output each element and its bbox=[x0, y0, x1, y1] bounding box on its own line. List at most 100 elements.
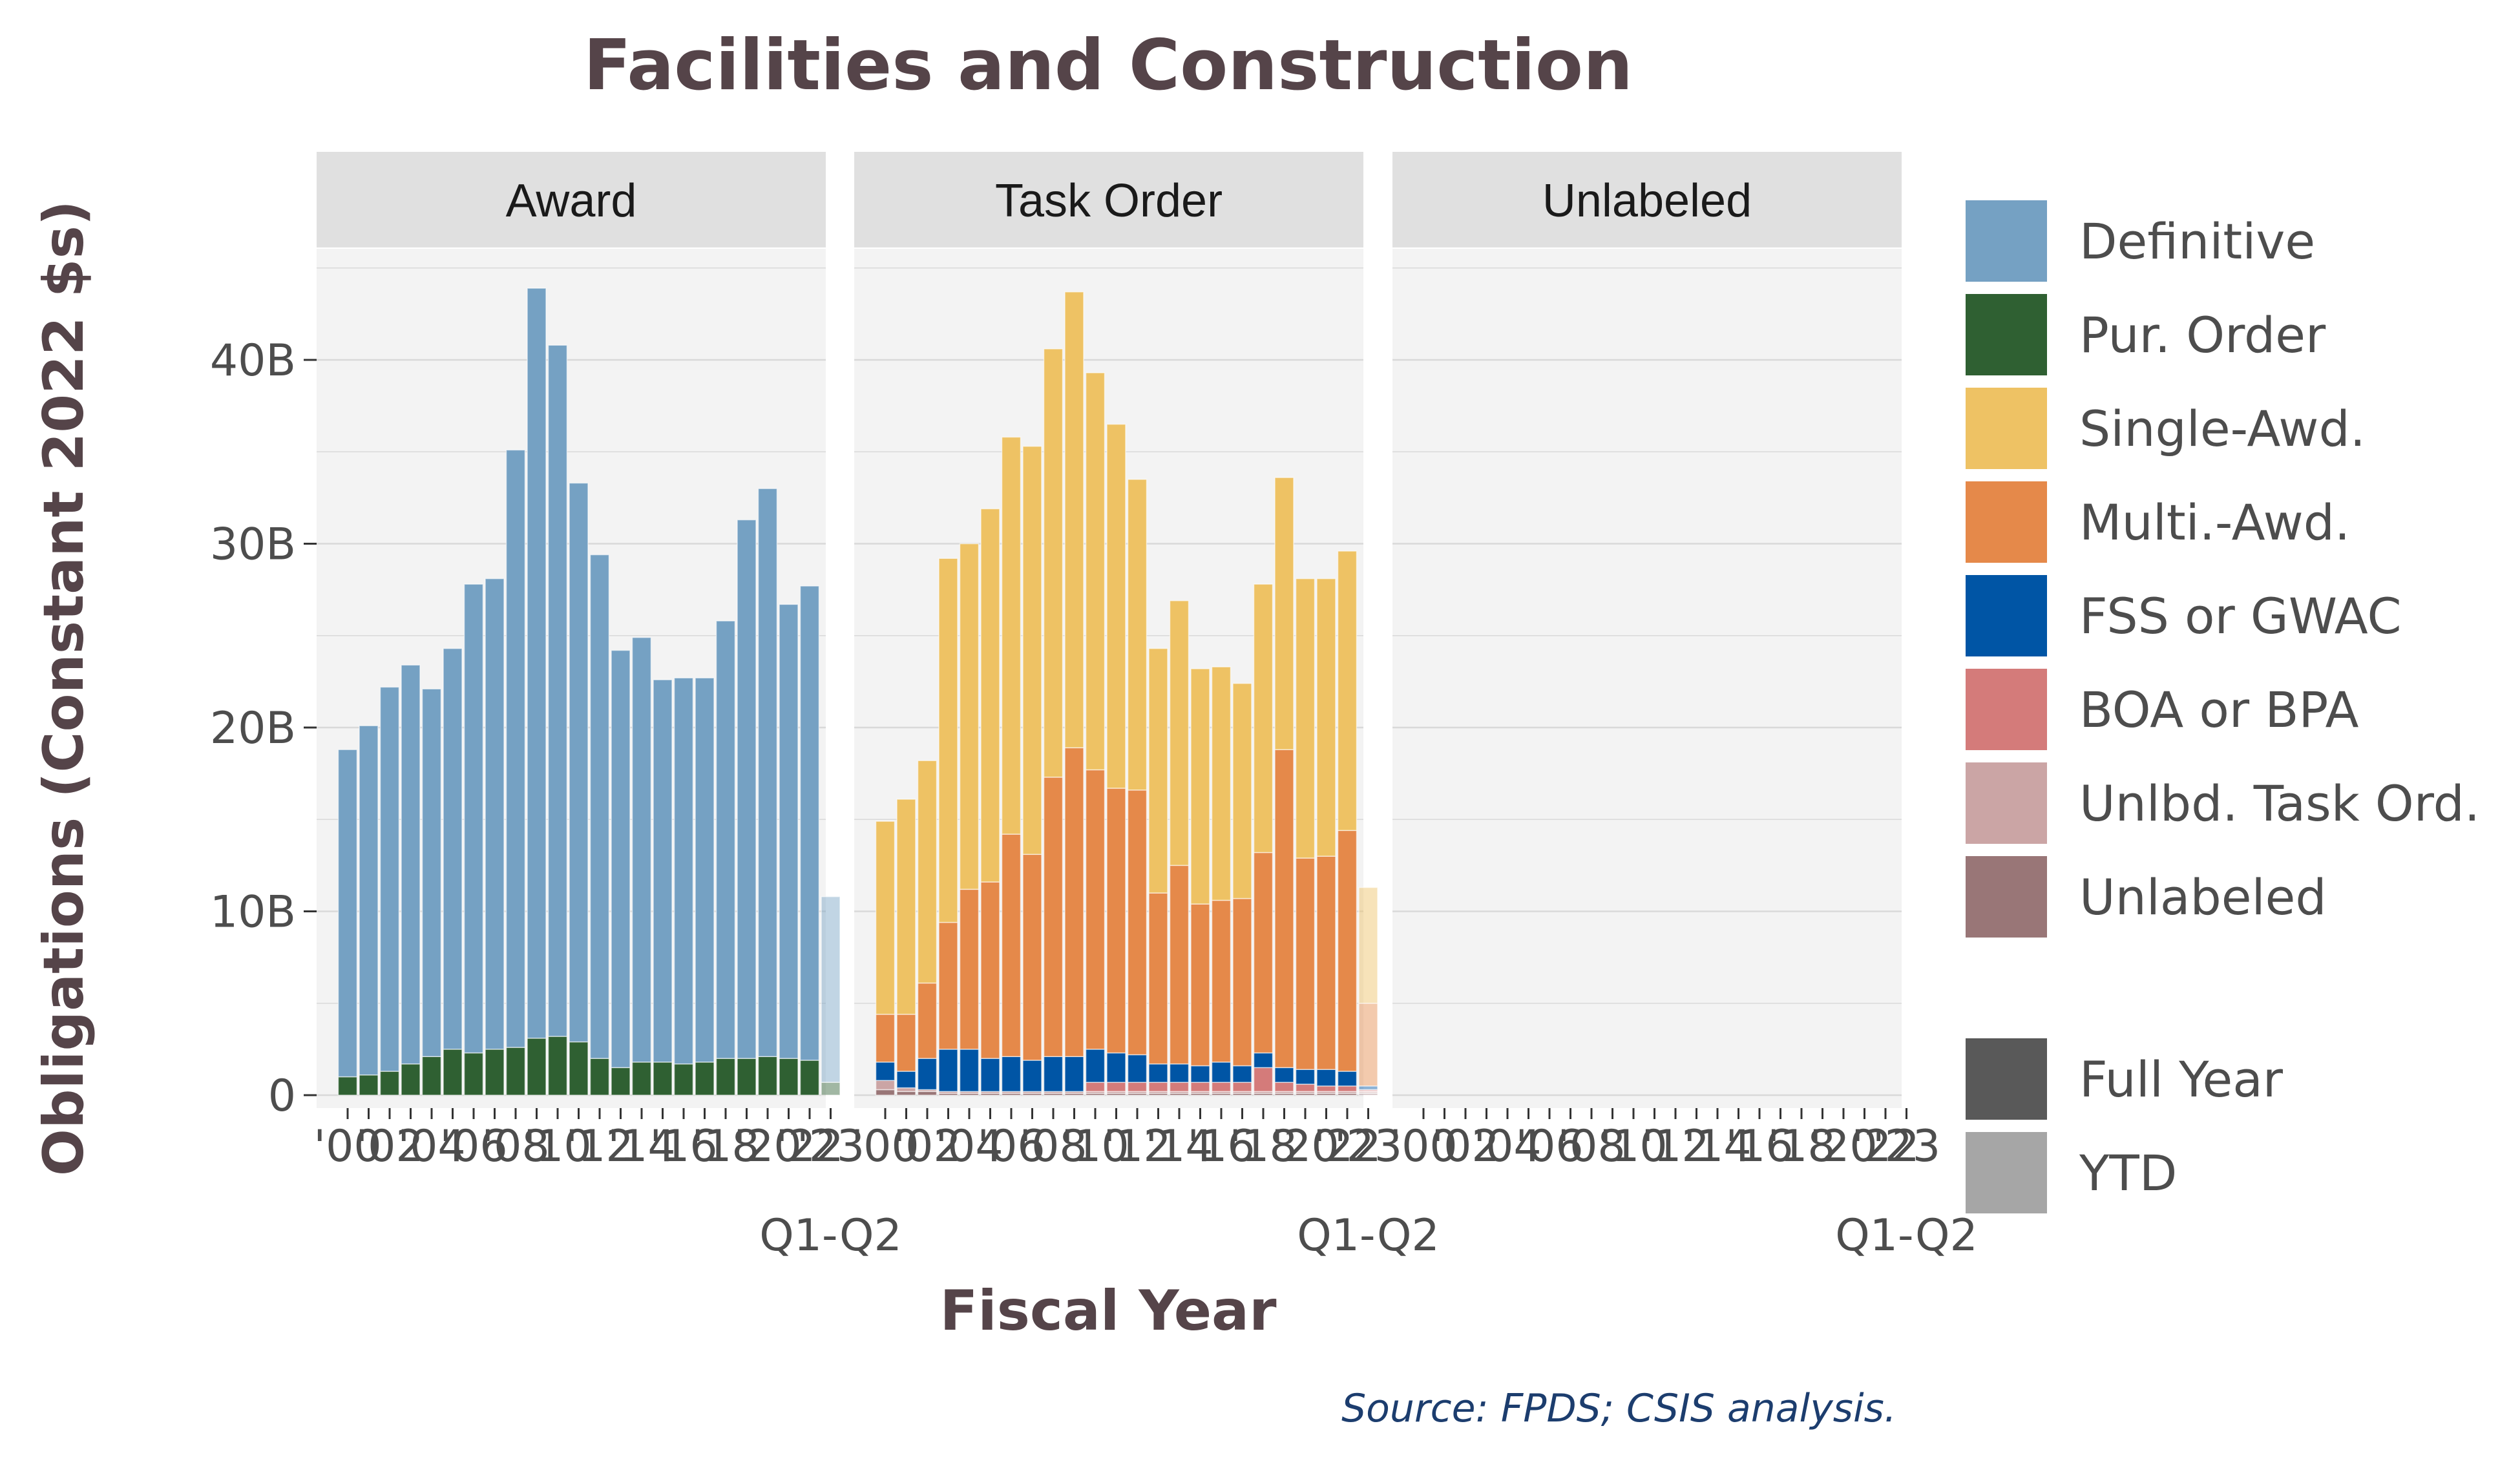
bar-fss-or-gwac-2022 bbox=[1337, 1071, 1358, 1087]
x-tick-label: '04 bbox=[935, 1121, 1003, 1172]
bar-single-awd--2002 bbox=[917, 760, 938, 984]
bar-definitive-2016 bbox=[673, 677, 694, 1065]
bar-pur-order-2018 bbox=[715, 1058, 736, 1096]
bar-pur-order-2017 bbox=[695, 1062, 715, 1096]
bar-multi-awd--2012 bbox=[1127, 789, 1148, 1056]
bar-multi-awd--2008 bbox=[1043, 777, 1064, 1058]
facet-panel-0: Award '00'02'04'06'08'10'12'14'16'18'20'2… bbox=[313, 152, 902, 1261]
bar-multi-awd--2002 bbox=[917, 982, 938, 1059]
bar-fss-or-gwac-2000 bbox=[875, 1062, 896, 1081]
x-tick-label: '08 bbox=[1557, 1121, 1625, 1172]
bar-fss-or-gwac-2005 bbox=[980, 1058, 1000, 1093]
bar-multi-awd--2000 bbox=[875, 1014, 896, 1063]
x-tick-label: '02 bbox=[1431, 1121, 1499, 1172]
bar-fss-or-gwac-2004 bbox=[959, 1049, 980, 1093]
bar-single-awd--2012 bbox=[1127, 479, 1148, 791]
legend-item: BOA or BPA bbox=[1963, 666, 2358, 753]
bar-single-awd--2008 bbox=[1043, 348, 1064, 778]
legend-item-period: Full Year bbox=[1963, 1036, 2284, 1122]
bar-pur-order-2004 bbox=[421, 1056, 442, 1096]
facet-strip bbox=[317, 152, 826, 247]
x-tick-label: '06 bbox=[977, 1121, 1045, 1172]
x-tick-label: '10 bbox=[523, 1121, 591, 1172]
bar-pur-order-2023 bbox=[821, 1082, 841, 1096]
x-tick-label: '22 bbox=[1313, 1121, 1381, 1172]
facet-panels: Award '00'02'04'06'08'10'12'14'16'18'20'2… bbox=[313, 152, 1978, 1261]
bar-definitive-2019 bbox=[737, 519, 757, 1059]
bar-boa-or-bpa-2014 bbox=[1169, 1082, 1190, 1093]
bar-fss-or-gwac-2023 bbox=[1358, 1085, 1378, 1091]
x-tick-label: '16 bbox=[1187, 1121, 1255, 1172]
bar-boa-or-bpa-2021 bbox=[1316, 1085, 1336, 1093]
bar-pur-order-2019 bbox=[737, 1058, 757, 1096]
bar-boa-or-bpa-2018 bbox=[1253, 1067, 1274, 1093]
bar-single-awd--2001 bbox=[896, 799, 916, 1015]
bar-pur-order-2022 bbox=[799, 1060, 820, 1096]
x-tick-label: '06 bbox=[439, 1121, 507, 1172]
bar-pur-order-2005 bbox=[443, 1049, 463, 1096]
bar-single-awd--2003 bbox=[938, 558, 958, 923]
facet-strip-label: Award bbox=[506, 175, 637, 227]
bar-definitive-2023 bbox=[821, 896, 841, 1083]
legend-item: Multi.-Awd. bbox=[1963, 479, 2350, 565]
x-tick-label: '20 bbox=[1271, 1121, 1339, 1172]
legend-key bbox=[1963, 572, 2050, 659]
bar-boa-or-bpa-2011 bbox=[1106, 1082, 1126, 1093]
legend-item: Unlabeled bbox=[1963, 854, 2327, 940]
bar-fss-or-gwac-2018 bbox=[1253, 1052, 1274, 1069]
x-tick-label: '18 bbox=[691, 1121, 759, 1172]
legend-label: BOA or BPA bbox=[2079, 681, 2358, 739]
bar-unlabeled-2000 bbox=[875, 1089, 896, 1096]
bar-fss-or-gwac-2016 bbox=[1211, 1062, 1232, 1083]
y-axis-title: Obligations (Constant 2022 $s) bbox=[32, 200, 96, 1176]
bar-pur-order-2006 bbox=[463, 1052, 484, 1096]
x-tick-label: '02 bbox=[355, 1121, 423, 1172]
bar-multi-awd--2018 bbox=[1253, 852, 1274, 1054]
bar-multi-awd--2006 bbox=[1001, 833, 1022, 1058]
bar-definitive-2007 bbox=[485, 578, 505, 1050]
legend-label: Full Year bbox=[2079, 1051, 2284, 1108]
x-tick-label: '14 bbox=[607, 1121, 675, 1172]
bar-multi-awd--2007 bbox=[1022, 854, 1042, 1061]
bar-definitive-2002 bbox=[379, 686, 400, 1072]
bars bbox=[337, 288, 841, 1096]
bar-fss-or-gwac-2012 bbox=[1127, 1054, 1148, 1083]
bar-definitive-2008 bbox=[505, 449, 526, 1048]
bar-pur-order-2008 bbox=[505, 1047, 526, 1096]
bar-multi-awd--2003 bbox=[938, 921, 958, 1050]
bar-multi-awd--2019 bbox=[1274, 749, 1294, 1069]
facet-strip bbox=[854, 152, 1363, 247]
x-tick-label: '16 bbox=[649, 1121, 717, 1172]
legend-key bbox=[1963, 760, 2050, 846]
bar-single-awd--2023 bbox=[1358, 886, 1378, 1004]
x-axis: '00'02'04'06'08'10'12'14'16'18'20'22'23 Q… bbox=[1389, 1108, 1978, 1261]
y-tick-label: 40B bbox=[210, 335, 296, 386]
bar-multi-awd--2004 bbox=[959, 888, 980, 1050]
bar-definitive-2010 bbox=[547, 344, 568, 1037]
bar-multi-awd--2021 bbox=[1316, 855, 1336, 1070]
bar-pur-order-2000 bbox=[337, 1076, 358, 1096]
panel-background bbox=[1392, 249, 1902, 1108]
x-tick-label: '02 bbox=[893, 1121, 961, 1172]
bar-fss-or-gwac-2011 bbox=[1106, 1052, 1126, 1083]
bar-single-awd--2016 bbox=[1211, 666, 1232, 901]
legend-item: FSS or GWAC bbox=[1963, 572, 2402, 659]
x-tick-label: '04 bbox=[397, 1121, 465, 1172]
bar-pur-order-2020 bbox=[757, 1056, 778, 1096]
legend-item: Single-Awd. bbox=[1963, 385, 2366, 472]
y-tick-label: 0 bbox=[268, 1071, 296, 1122]
bar-fss-or-gwac-2019 bbox=[1274, 1067, 1294, 1083]
legend-key bbox=[1963, 291, 2050, 378]
bar-single-awd--2013 bbox=[1148, 647, 1168, 894]
bar-single-awd--2020 bbox=[1295, 578, 1316, 859]
bar-single-awd--2007 bbox=[1022, 445, 1042, 855]
legend-key bbox=[1963, 1036, 2050, 1122]
x-tick-label: '20 bbox=[733, 1121, 801, 1172]
bar-multi-awd--2011 bbox=[1106, 788, 1126, 1054]
bar-definitive-2022 bbox=[799, 585, 820, 1061]
x-tick-label: '12 bbox=[565, 1121, 633, 1172]
bar-boa-or-bpa-2022 bbox=[1337, 1085, 1358, 1093]
bar-pur-order-2009 bbox=[527, 1038, 547, 1096]
legend-key bbox=[1963, 1129, 2050, 1216]
